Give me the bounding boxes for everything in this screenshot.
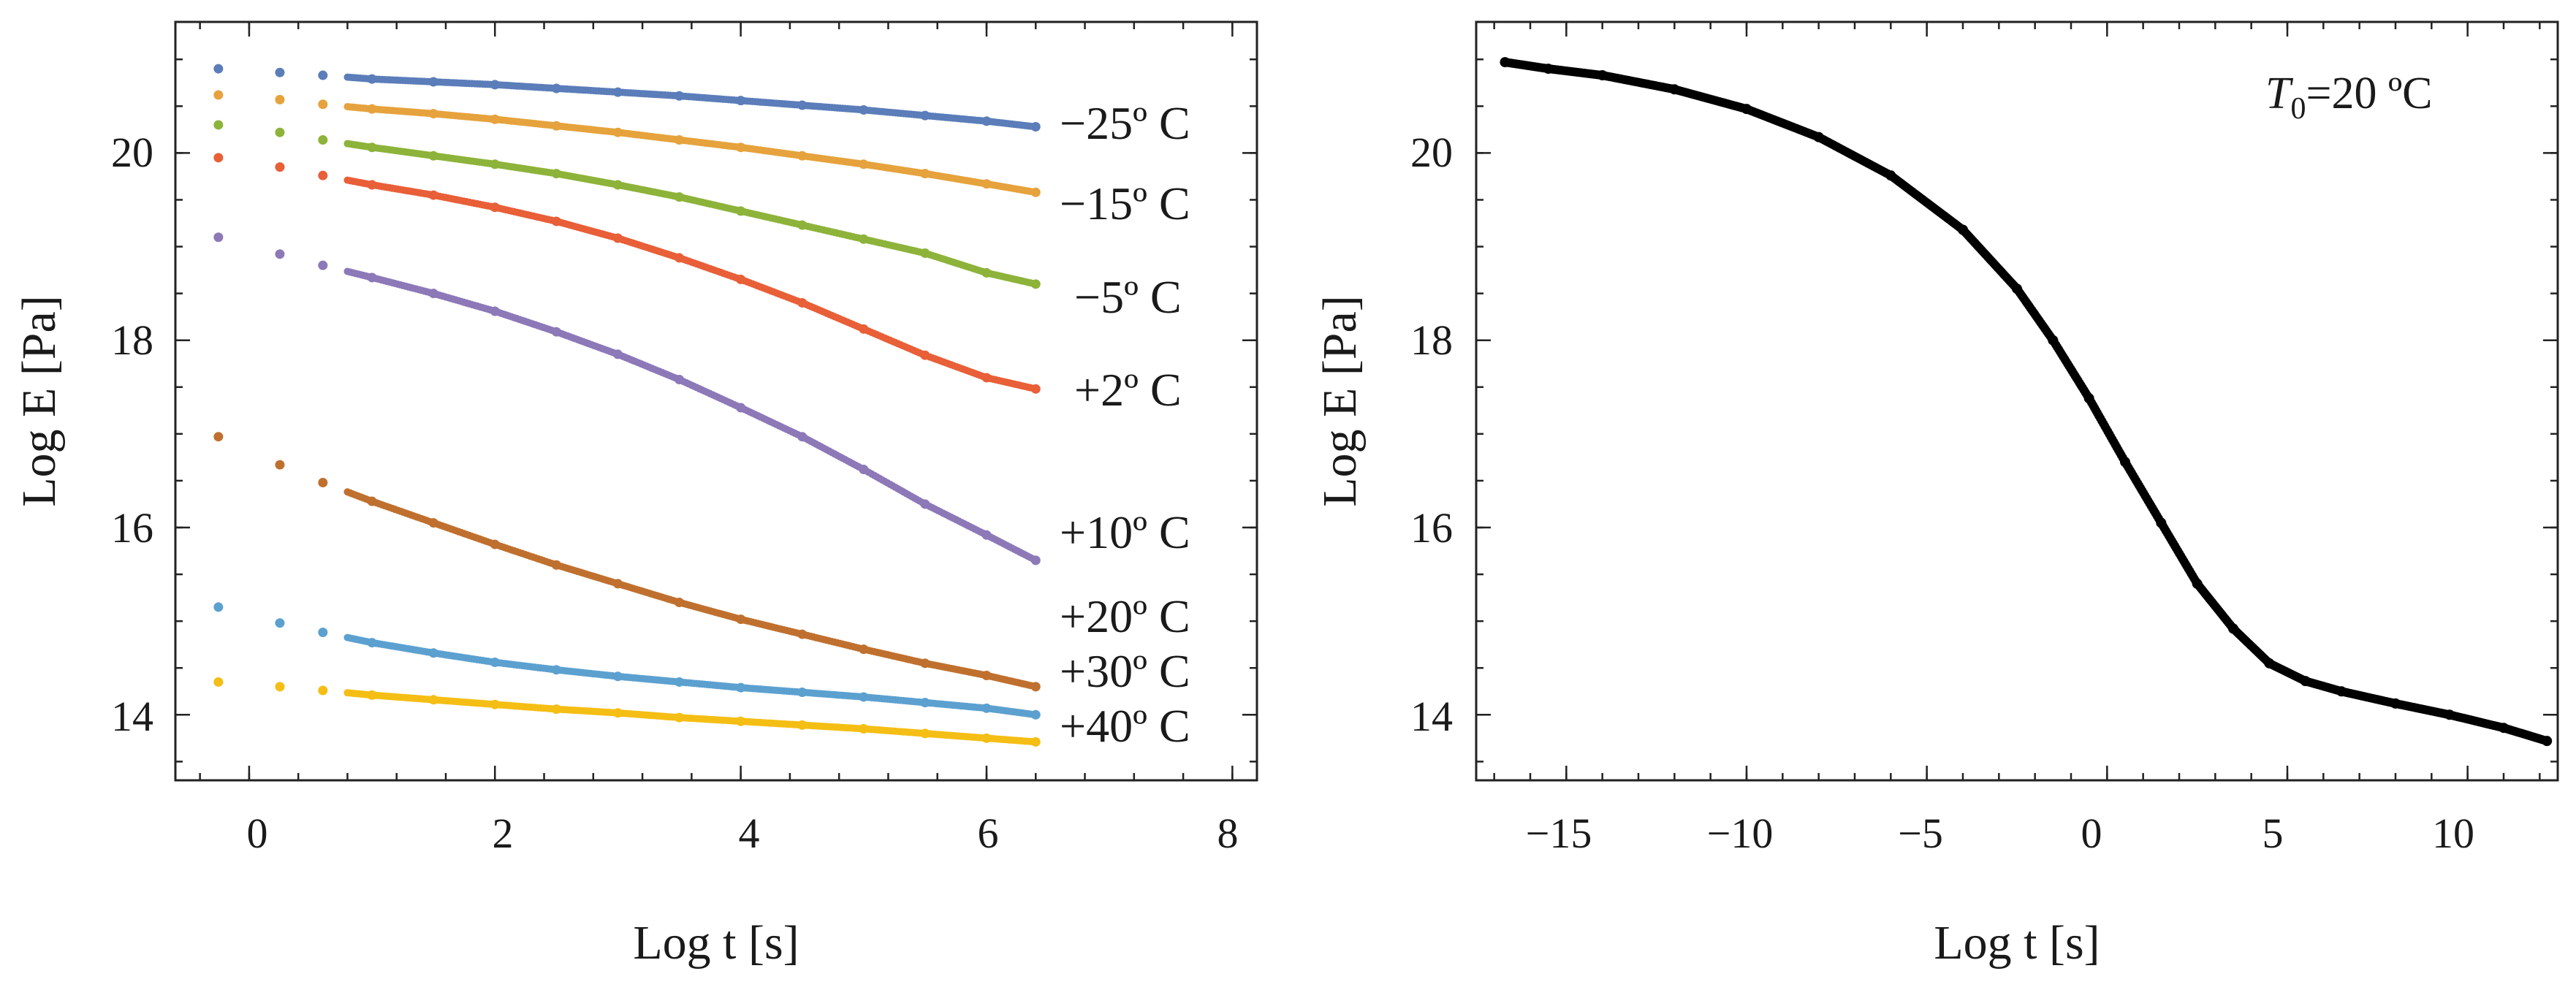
right-x-tick-label: 10 <box>2432 810 2474 857</box>
annotation-prefix: T <box>2265 69 2294 118</box>
right-y-tick-label: 14 <box>1410 693 1453 740</box>
data-point <box>213 120 224 130</box>
reference-temperature-annotation: T0=20 ºC <box>2265 69 2433 126</box>
data-point <box>1032 711 1040 719</box>
data-point <box>1032 738 1040 746</box>
data-point <box>213 232 224 243</box>
left-x-tick-label: 0 <box>247 810 268 857</box>
data-point <box>275 67 285 77</box>
left-panel-ticks <box>175 22 1257 780</box>
data-point <box>1032 189 1040 197</box>
left-y-tick-label: 20 <box>111 129 153 176</box>
data-point <box>275 618 285 628</box>
series-label-plus10: +10º C <box>1060 506 1190 558</box>
left-x-tick-label: 2 <box>493 810 514 857</box>
right-series-0 <box>1500 57 2553 747</box>
series-label-plus40: +40º C <box>1060 700 1190 752</box>
left-series-1 <box>213 90 1041 197</box>
annotation-subscript: 0 <box>2290 92 2306 126</box>
right-y-tick-label: 20 <box>1410 129 1453 176</box>
data-point <box>213 90 224 100</box>
data-point <box>1032 556 1040 564</box>
data-point <box>318 477 328 487</box>
right-panel-series <box>1500 57 2553 747</box>
data-point <box>1032 682 1040 690</box>
data-point <box>2542 736 2552 746</box>
right-x-tick-label: −15 <box>1526 810 1592 857</box>
data-point <box>318 628 328 638</box>
left-x-tick-label: 4 <box>739 810 760 857</box>
left-y-tick-label: 16 <box>111 504 153 552</box>
left-series-2 <box>213 120 1041 289</box>
left-y-axis-label: Log E [Pa] <box>12 295 66 507</box>
data-point <box>275 682 285 692</box>
right-panel: −15 −10 −5 0 5 10 14 16 18 20 Log t [s] … <box>1313 20 2559 970</box>
left-y-tick-label: 18 <box>111 316 153 364</box>
left-series-6 <box>213 602 1041 720</box>
data-point <box>275 94 285 104</box>
data-point <box>318 685 328 696</box>
left-x-axis-label: Log t [s] <box>633 916 799 970</box>
right-x-tick-label: 0 <box>2081 810 2102 857</box>
data-point <box>318 99 328 110</box>
left-series-0 <box>213 64 1041 132</box>
left-series-5 <box>213 432 1041 692</box>
data-point <box>318 70 328 80</box>
left-series-3 <box>213 153 1041 394</box>
right-y-axis-label: Log E [Pa] <box>1313 295 1367 507</box>
data-point <box>1032 280 1040 288</box>
left-y-tick-label: 14 <box>111 693 153 740</box>
data-point <box>213 64 224 74</box>
data-point <box>318 134 328 145</box>
data-point <box>318 260 328 270</box>
data-point <box>318 170 328 180</box>
right-plot-frame <box>1475 20 2559 782</box>
data-point <box>213 602 224 612</box>
right-x-tick-label: −10 <box>1707 810 1774 857</box>
annotation-suffix: =20 ºC <box>2306 69 2432 118</box>
data-point <box>1032 123 1040 131</box>
right-y-tick-label: 16 <box>1410 504 1453 552</box>
data-point <box>275 249 285 259</box>
data-point <box>213 153 224 163</box>
left-panel: 0 2 4 6 8 14 16 18 20 Log t [s] Log E [P… <box>12 20 1258 970</box>
series-label-minus15: −15º C <box>1060 178 1190 229</box>
series-label-minus5: −5º C <box>1074 271 1182 323</box>
left-x-tick-label: 6 <box>978 810 999 857</box>
right-x-tick-label: −5 <box>1898 810 1943 857</box>
series-label-plus2: +2º C <box>1074 364 1182 416</box>
left-series-4 <box>213 232 1041 566</box>
data-point <box>275 460 285 470</box>
left-plot-frame <box>174 20 1258 782</box>
right-y-tick-label: 18 <box>1410 316 1453 364</box>
right-x-tick-label: 5 <box>2262 810 2284 857</box>
data-point <box>275 162 285 172</box>
data-point <box>275 127 285 137</box>
left-panel-series <box>213 64 1041 747</box>
series-label-plus20: +20º C <box>1060 590 1190 642</box>
series-label-minus25: −25º C <box>1060 97 1190 149</box>
left-x-tick-label: 8 <box>1217 810 1239 857</box>
right-x-axis-label: Log t [s] <box>1934 916 2100 970</box>
left-series-7 <box>213 677 1041 747</box>
data-point <box>213 677 224 687</box>
right-panel-ticks <box>1476 22 2558 780</box>
series-label-plus30: +30º C <box>1060 645 1190 697</box>
data-point <box>1032 385 1040 393</box>
data-point <box>213 432 224 442</box>
